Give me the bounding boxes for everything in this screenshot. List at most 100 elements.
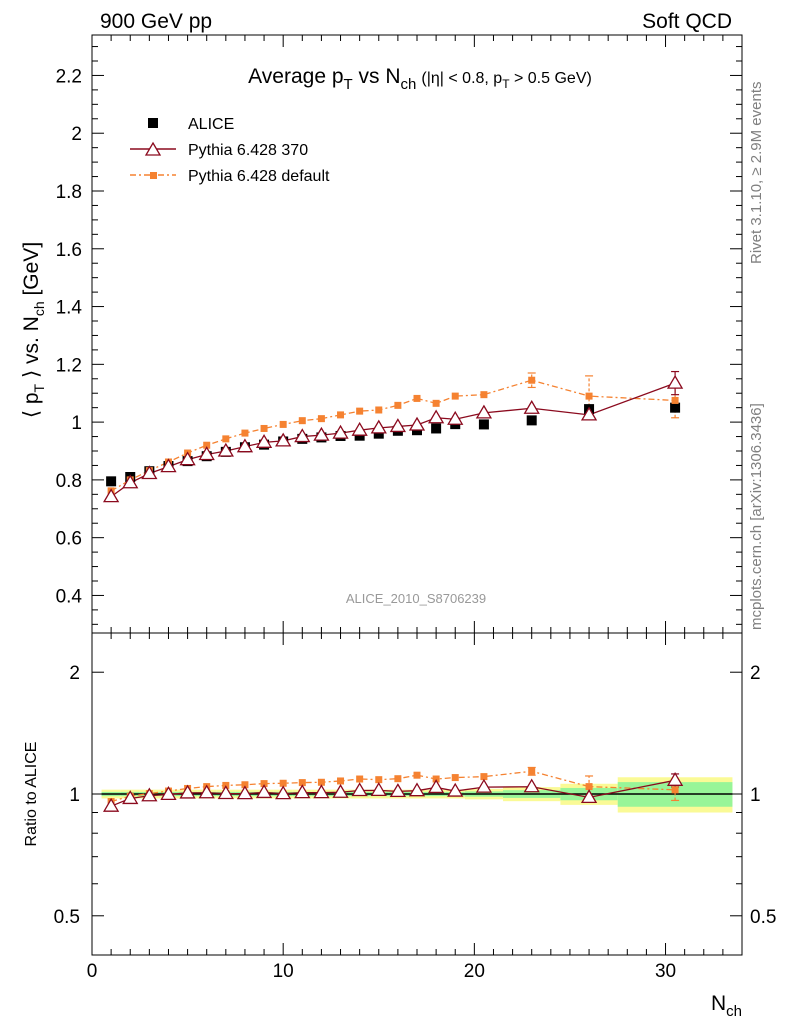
main-p370-point xyxy=(313,426,330,441)
ratio-pdef-point xyxy=(480,773,488,781)
y-tick-label: 1.2 xyxy=(56,355,82,376)
main-p370-point xyxy=(141,465,158,480)
ratio-y-tick-label: 0.5 xyxy=(54,907,80,928)
main-p370-line xyxy=(110,382,676,498)
y-tick-label: 1 xyxy=(71,413,82,434)
ratio-p370-point xyxy=(389,783,407,798)
y-tick-label: 2.2 xyxy=(56,66,82,87)
ratio-p370-point xyxy=(580,789,598,804)
y-tick-label: 1.6 xyxy=(56,240,82,261)
y-tick-label: 1.4 xyxy=(56,298,83,319)
ratio-p370-point xyxy=(217,785,234,800)
main-alice-point xyxy=(526,415,537,426)
main-p370-point xyxy=(389,418,407,433)
y-tick-label: 1.8 xyxy=(56,182,82,203)
ratio-pdef-point xyxy=(413,771,421,779)
main-pdef-point xyxy=(222,435,230,443)
main-pdef-point xyxy=(451,392,459,400)
x-tick-label: 0 xyxy=(87,961,98,982)
ratio-pdef-point xyxy=(375,776,383,784)
legend-marker-pdef xyxy=(150,172,157,179)
main-p370-point xyxy=(179,451,196,466)
ratio-p370-point xyxy=(179,784,196,799)
ratio-p370-point xyxy=(332,783,349,798)
ratio-p370-point xyxy=(666,772,684,786)
main-p370-point xyxy=(294,428,311,443)
main-alice-point xyxy=(670,402,681,413)
main-p370-point xyxy=(255,434,273,448)
main-p370-point xyxy=(408,416,426,431)
ratio-y-tick-label: 2 xyxy=(69,663,80,684)
main-p370-point xyxy=(122,474,139,489)
ratio-p370-point xyxy=(313,784,330,799)
main-ylabel: ⟨ pT ⟩ vs. Nch [GeV] xyxy=(20,242,47,418)
main-pdef-point xyxy=(260,424,268,432)
ratio-pdef-point xyxy=(394,775,402,783)
main-pdef-point xyxy=(337,411,345,419)
ratio-pdef-point xyxy=(451,774,459,782)
main-p370-point xyxy=(198,446,215,461)
ratio-pdef-point xyxy=(279,779,287,787)
y-tick-label: 2 xyxy=(71,124,82,145)
main-pdef-point xyxy=(394,401,402,409)
ratio-p370-point xyxy=(294,784,311,799)
main-p370-point xyxy=(666,374,684,389)
main-pdef-point xyxy=(241,429,249,437)
main-pdef-point xyxy=(356,407,364,415)
ratio-pdef-point xyxy=(317,778,325,786)
xaxis-label: Nch xyxy=(711,992,742,1020)
ratio-pdef-point xyxy=(241,781,249,789)
y-tick-label: 0.4 xyxy=(56,586,83,607)
legend: ALICE Pythia 6.428 370 Pythia 6.428 defa… xyxy=(130,116,330,185)
header-right: Soft QCD xyxy=(642,10,732,33)
ratio-p370-point xyxy=(255,784,273,799)
ratio-p370-point xyxy=(160,786,177,801)
ratio-p370-point xyxy=(475,778,493,793)
header-left: 900 GeV pp xyxy=(100,10,212,33)
ratio-p370-point xyxy=(523,778,540,793)
main-pdef-point xyxy=(375,406,383,414)
ratio-p370-point xyxy=(236,785,254,800)
main-alice-point xyxy=(431,423,442,434)
ratio-p370-point xyxy=(198,784,215,799)
legend-marker-alice xyxy=(148,118,158,128)
main-alice-point xyxy=(373,428,384,439)
ratio-p370-point xyxy=(370,782,387,796)
main-pdef-point xyxy=(279,420,287,428)
main-p370-point xyxy=(370,419,387,434)
ratio-y-tick-label-right: 1 xyxy=(750,785,761,806)
main-p370-point xyxy=(332,424,349,439)
ratio-p370-point xyxy=(102,797,120,812)
ratio-pdef-point xyxy=(585,783,593,791)
main-p370-point xyxy=(475,404,493,419)
mcplots-credit: mcplots.cern.ch [arXiv:1306.3436] xyxy=(748,403,765,630)
ratio-p370-point xyxy=(141,787,158,802)
legend-label-pdef: Pythia 6.428 default xyxy=(188,168,330,185)
x-tick-label: 10 xyxy=(273,961,294,982)
main-pdef-point xyxy=(413,394,421,402)
main-p370-point xyxy=(447,410,464,425)
main-p370-point xyxy=(160,458,177,473)
main-pdef-point xyxy=(585,392,593,400)
ratio-p370-point xyxy=(122,790,139,805)
legend-label-alice: ALICE xyxy=(188,116,234,133)
main-p370-point xyxy=(427,409,445,424)
main-p370-point xyxy=(102,488,120,503)
ratio-pdef-point xyxy=(528,767,536,775)
ratio-p370-point xyxy=(447,782,464,797)
ratio-y-tick-label-right: 0.5 xyxy=(750,907,776,928)
main-pdef-point xyxy=(203,441,211,449)
ratio-p370-point xyxy=(408,782,426,797)
ratio-p370-point xyxy=(351,782,368,797)
x-tick-label: 30 xyxy=(655,961,676,982)
main-pdef-point xyxy=(528,376,536,384)
main-p370-point xyxy=(523,399,540,414)
main-alice-point xyxy=(106,476,117,487)
main-p370-point xyxy=(217,442,234,457)
main-p370-point xyxy=(236,438,254,453)
rivet-credit: Rivet 3.1.10, ≥ 2.9M events xyxy=(748,82,765,265)
main-pdef-point xyxy=(480,391,488,399)
y-tick-label: 0.8 xyxy=(56,471,82,492)
main-p370-point xyxy=(580,406,598,421)
